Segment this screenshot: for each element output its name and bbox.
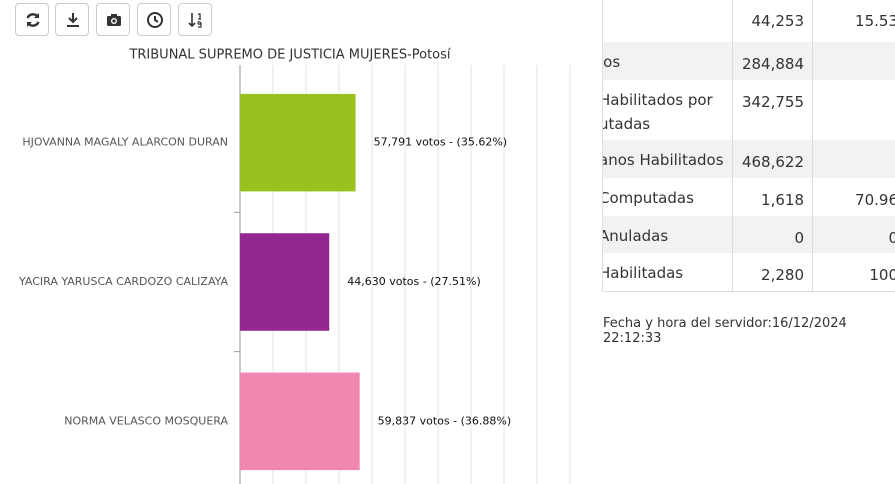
table-cell: los [603, 42, 733, 80]
table-cell: 1,618 [733, 178, 813, 216]
chart: TRIBUNAL SUPREMO DE JUSTICIA MUJERES-Pot… [18, 48, 571, 484]
server-time-label: Fecha y hora del servidor: [603, 316, 772, 331]
chart-title: TRIBUNAL SUPREMO DE JUSTICIA MUJERES-Pot… [128, 48, 450, 63]
refresh-button[interactable] [15, 3, 49, 36]
category-label: HJOVANNA MAGALY ALARCON DURAN [22, 136, 228, 149]
table-cell: 342,755 [733, 80, 813, 140]
table-cell [813, 80, 895, 140]
table-row: 44,253 15.53 [603, 0, 895, 43]
table-cell: anos Habilitados [603, 140, 733, 178]
bar [240, 233, 330, 331]
table-cell: 44,253 [733, 0, 813, 42]
table-cell: 468,622 [733, 140, 813, 178]
history-button[interactable] [137, 3, 171, 36]
table-cell: 2,280 [733, 253, 813, 291]
table-row: Computadas 1,618 70.96 [603, 178, 895, 217]
table-cell [603, 0, 733, 42]
bar [240, 372, 360, 471]
table-cell: Anuladas [603, 216, 733, 253]
camera-button[interactable] [96, 3, 130, 36]
table-row: anos Habilitados 468,622 [603, 140, 895, 179]
table-cell: 100 [813, 253, 895, 291]
table-cell: 284,884 [733, 42, 813, 80]
download-button[interactable] [55, 3, 89, 36]
table-cell: Computadas [603, 178, 733, 216]
table-cell [813, 42, 895, 80]
table-cell: 15.53 [813, 0, 895, 42]
category-label: NORMA VELASCO MOSQUERA [64, 414, 228, 427]
value-label: 59,837 votos - (36.88%) [378, 414, 512, 427]
sort-button[interactable] [178, 3, 212, 36]
table-row: Habilitados por utadas 342,755 [603, 80, 895, 141]
table-cell: 70.96 [813, 178, 895, 216]
value-label: 57,791 votos - (35.62%) [374, 136, 508, 149]
category-label: YACIRA YARUSCA CARDOZO CALIZAYA [18, 275, 228, 288]
bar [240, 93, 356, 192]
server-time: Fecha y hora del servidor:16/12/2024 22:… [603, 316, 895, 346]
table-cell: 0 [733, 216, 813, 253]
table-cell: Habilitadas [603, 253, 733, 291]
table-row: Anuladas00 [603, 216, 895, 254]
value-label: 44,630 votos - (27.51%) [347, 275, 481, 288]
table-cell: Habilitados por utadas [603, 80, 733, 140]
table-cell: 0 [813, 216, 895, 253]
table-cell [813, 140, 895, 178]
server-time-value: 16/12/2024 22:12:33 [603, 316, 847, 346]
table-row: los284,884 [603, 42, 895, 81]
